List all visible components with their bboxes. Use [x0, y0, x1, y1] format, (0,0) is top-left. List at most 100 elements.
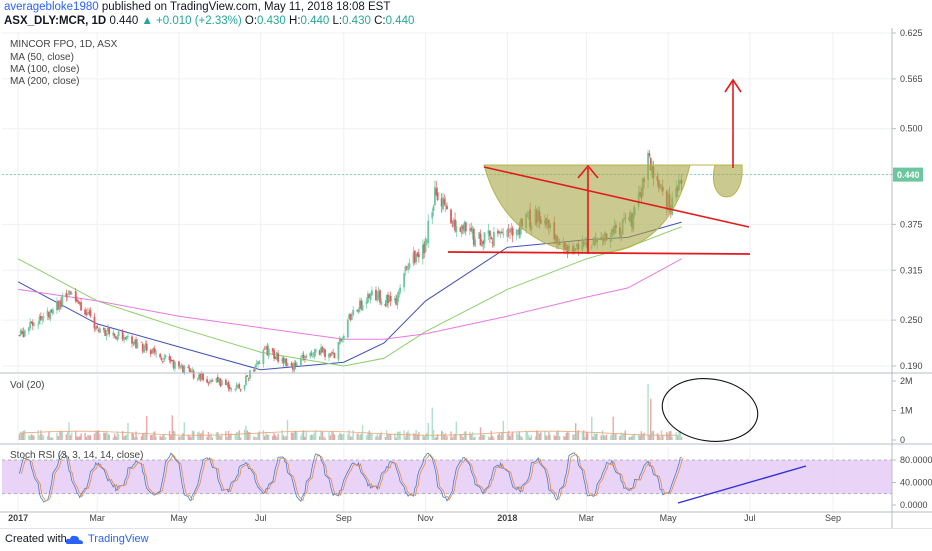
candle-body	[84, 309, 87, 315]
created-with-text: Created with	[5, 533, 67, 545]
volume-bar	[38, 435, 41, 440]
tradingview-cloud-icon	[65, 535, 83, 544]
candle-body	[182, 365, 184, 373]
candle-body	[30, 321, 33, 323]
volume-bar	[247, 431, 250, 440]
candle-body	[310, 353, 313, 355]
candle-body	[113, 334, 116, 336]
candle-body	[490, 236, 493, 240]
volume-bar	[313, 432, 316, 440]
volume-bar	[609, 435, 612, 440]
volume-bar	[324, 437, 326, 440]
candle-body	[329, 354, 332, 356]
volume-bar	[225, 431, 227, 440]
volume-bar	[328, 432, 330, 440]
volume-bar	[246, 430, 248, 440]
candle-body	[174, 361, 176, 369]
volume-bar	[515, 432, 518, 440]
volume-bar	[473, 437, 475, 440]
candle-body	[387, 294, 389, 304]
volume-bar	[371, 432, 373, 440]
volume-bar	[159, 435, 161, 440]
volume-bar	[368, 430, 370, 440]
candle-body	[164, 355, 167, 358]
candle-body	[247, 378, 250, 379]
candle-body	[487, 230, 490, 235]
volume-bar	[349, 436, 352, 440]
volume-bar	[277, 433, 279, 440]
tradingview-logo-text[interactable]: TradingView	[88, 533, 149, 545]
volume-bar	[507, 430, 510, 440]
ma-line-100	[17, 226, 682, 367]
volume-bar	[572, 434, 574, 440]
candle-body	[321, 346, 324, 353]
candle-body	[22, 331, 25, 338]
legend-ma200: MA (200, close)	[10, 76, 79, 87]
volume-bar	[339, 432, 341, 440]
target-arrowhead	[724, 78, 742, 93]
last-price-badge	[893, 167, 923, 182]
volume-bar	[632, 434, 635, 440]
candle-body	[37, 324, 40, 326]
candle-body	[254, 365, 257, 371]
pane-labels: MINCOR FPO, 1D, ASX MA (50, close) MA (1…	[10, 39, 143, 461]
candle-body	[472, 228, 475, 245]
volume-bar	[481, 434, 483, 440]
candle-body	[342, 335, 345, 340]
volume-bar	[549, 434, 551, 440]
volume-bar	[170, 434, 172, 440]
candle-body	[515, 229, 518, 236]
candle-body	[460, 224, 463, 234]
candle-body	[312, 356, 314, 357]
candle-body	[23, 330, 26, 337]
volume-bar	[318, 436, 321, 440]
legend-ma100: MA (100, close)	[10, 64, 79, 75]
candle-body	[112, 332, 115, 336]
candle-body	[77, 301, 80, 304]
candle-body	[172, 360, 175, 368]
candle-body	[253, 369, 255, 372]
volume-bar	[369, 433, 372, 440]
volume-bar	[529, 437, 531, 440]
volume-bar	[601, 430, 604, 440]
candle-body	[435, 188, 438, 195]
volume-bar	[347, 434, 349, 440]
low-value: 0.430	[342, 15, 371, 27]
candle-body	[436, 192, 439, 201]
volume-bar	[629, 436, 632, 440]
volume-bar	[257, 433, 259, 440]
candle-body	[369, 293, 372, 300]
volume-bar	[424, 434, 427, 440]
candle-body	[65, 292, 68, 298]
volume-bar	[76, 436, 78, 440]
volume-bar	[565, 432, 567, 440]
stoch-rsi-k-line	[19, 452, 682, 503]
volume-bar	[577, 430, 580, 440]
chart-canvas[interactable]: 2017 Mar May Jul Sep Nov 2018 Mar May Jul Sep 0.625…	[0, 28, 932, 528]
candle-body	[210, 380, 212, 382]
volume-bar	[554, 436, 557, 440]
volume-bar	[459, 434, 462, 440]
candle-body	[131, 336, 133, 344]
candle-body	[38, 316, 41, 325]
volume-bar	[255, 437, 258, 440]
volume-bar	[584, 436, 586, 440]
candle-body	[318, 350, 321, 355]
volume-bar	[294, 430, 297, 440]
volume-bar	[273, 433, 275, 440]
candle-body	[277, 353, 280, 362]
candle-body	[192, 370, 195, 379]
volume-bar	[174, 431, 176, 440]
candle-body	[125, 335, 128, 339]
volume-bar	[667, 433, 669, 440]
candle-body	[424, 238, 427, 252]
volume-bar	[180, 434, 183, 440]
volume-bar	[24, 430, 26, 440]
candle-body	[262, 350, 265, 365]
volume-bar	[300, 435, 302, 440]
volume-bar	[521, 437, 523, 440]
candle-body	[238, 384, 241, 389]
volume-bar	[379, 433, 381, 440]
candle-body	[408, 263, 411, 268]
author-link[interactable]: averagebloke1980	[4, 1, 99, 13]
